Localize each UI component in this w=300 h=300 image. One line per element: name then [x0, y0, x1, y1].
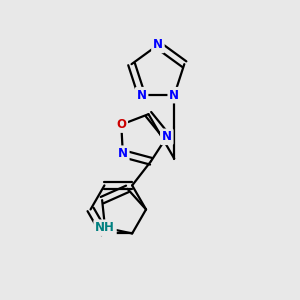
Text: N: N — [136, 89, 147, 102]
Text: NH: NH — [95, 221, 115, 234]
Text: N: N — [153, 38, 163, 52]
Text: N: N — [169, 89, 179, 102]
Text: O: O — [116, 118, 126, 131]
Text: N: N — [118, 147, 128, 160]
Text: N: N — [162, 130, 172, 143]
